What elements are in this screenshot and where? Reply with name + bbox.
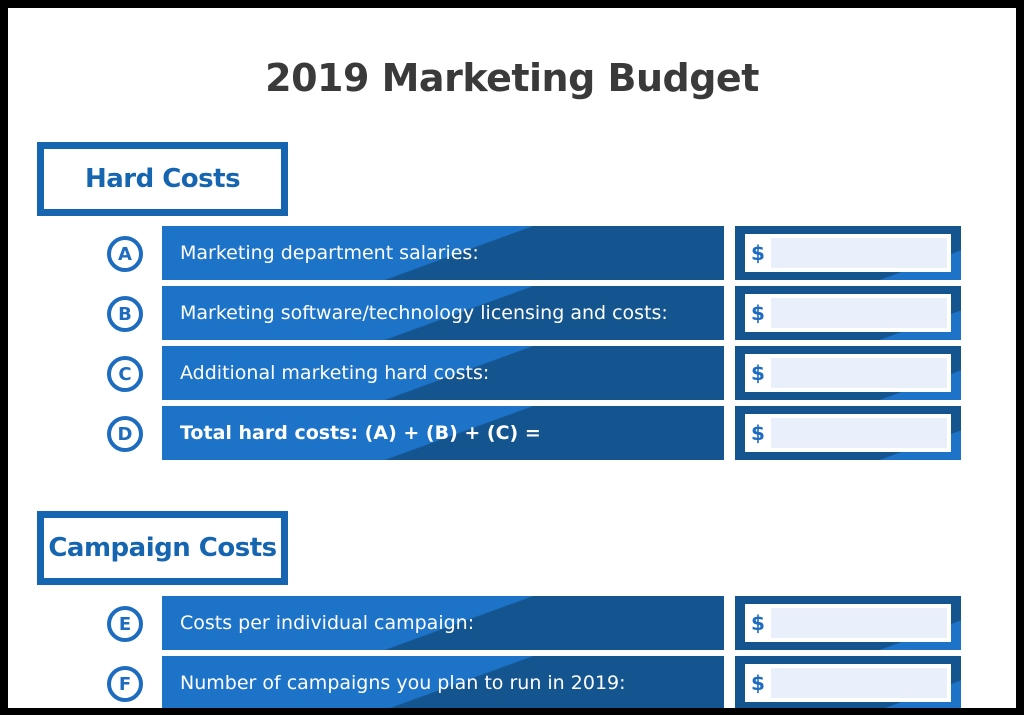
amount-field-c: $ (745, 354, 951, 392)
additional-hard-costs-input[interactable] (771, 358, 947, 388)
dollar-sign: $ (751, 671, 765, 695)
amount-field-b: $ (745, 294, 951, 332)
row-letter-e: E (107, 606, 143, 642)
salaries-input[interactable] (771, 238, 947, 268)
row-label-c: Additional marketing hard costs: (162, 346, 724, 400)
budget-worksheet: 2019 Marketing Budget Hard Costs A Marke… (8, 8, 1016, 708)
row-value-box-d: $ (735, 406, 961, 460)
row-value-box-c: $ (735, 346, 961, 400)
row-e: E Costs per individual campaign: $ (8, 596, 1016, 650)
campaign-costs-heading: Campaign Costs (44, 518, 281, 578)
row-b: B Marketing software/technology licensin… (8, 286, 1016, 340)
row-letter-a: A (107, 236, 143, 272)
row-a: A Marketing department salaries: $ (8, 226, 1016, 280)
campaign-count-input[interactable] (771, 668, 947, 698)
dollar-sign: $ (751, 361, 765, 385)
dollar-sign: $ (751, 241, 765, 265)
dollar-sign: $ (751, 301, 765, 325)
dollar-sign: $ (751, 421, 765, 445)
row-label-b: Marketing software/technology licensing … (162, 286, 724, 340)
amount-field-e: $ (745, 604, 951, 642)
hard-costs-heading-box: Hard Costs (37, 142, 288, 216)
amount-field-d: $ (745, 414, 951, 452)
row-f: F Number of campaigns you plan to run in… (8, 656, 1016, 708)
total-hard-costs-input[interactable] (771, 418, 947, 448)
row-d: D Total hard costs: (A) + (B) + (C) = $ (8, 406, 1016, 460)
hard-costs-heading: Hard Costs (44, 149, 281, 209)
campaign-costs-heading-box: Campaign Costs (37, 511, 288, 585)
row-value-box-e: $ (735, 596, 961, 650)
row-label-f: Number of campaigns you plan to run in 2… (162, 656, 724, 708)
row-c: C Additional marketing hard costs: $ (8, 346, 1016, 400)
amount-field-f: $ (745, 664, 951, 702)
row-letter-f: F (107, 666, 143, 702)
row-value-box-b: $ (735, 286, 961, 340)
campaign-cost-input[interactable] (771, 608, 947, 638)
row-label-a: Marketing department salaries: (162, 226, 724, 280)
row-value-box-a: $ (735, 226, 961, 280)
row-letter-b: B (107, 296, 143, 332)
row-letter-d: D (107, 416, 143, 452)
page-title: 2019 Marketing Budget (265, 56, 759, 100)
row-letter-c: C (107, 356, 143, 392)
software-costs-input[interactable] (771, 298, 947, 328)
amount-field-a: $ (745, 234, 951, 272)
row-label-e: Costs per individual campaign: (162, 596, 724, 650)
row-value-box-f: $ (735, 656, 961, 708)
row-label-d: Total hard costs: (A) + (B) + (C) = (162, 406, 724, 460)
dollar-sign: $ (751, 611, 765, 635)
